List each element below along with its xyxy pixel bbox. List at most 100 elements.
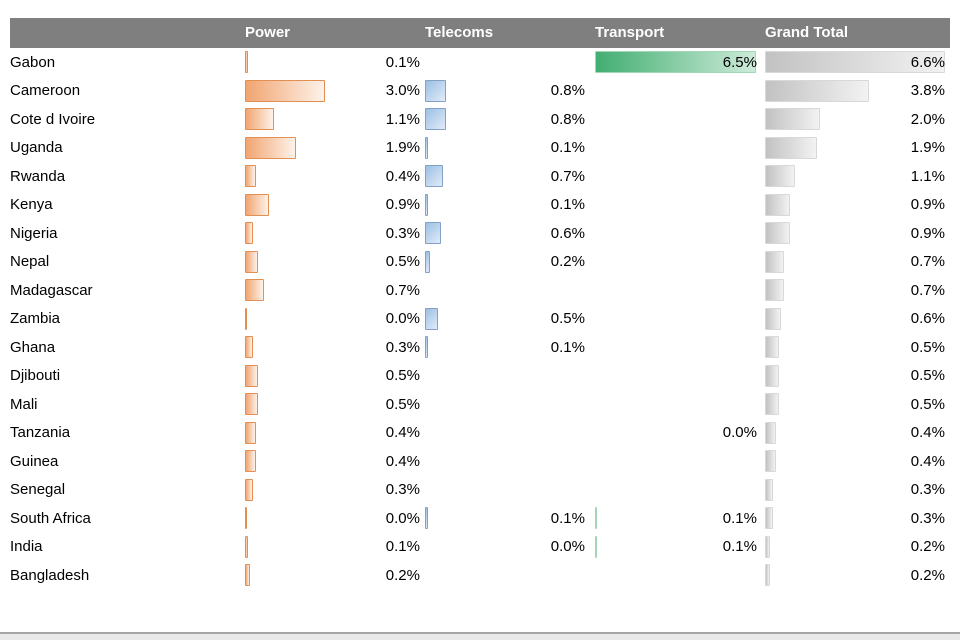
grand_total-cell: 2.0%	[765, 105, 945, 134]
telecoms-cell	[425, 476, 585, 505]
grand_total-cell: 0.9%	[765, 191, 945, 220]
country-label: Djibouti	[10, 367, 61, 385]
power-value: 0.4%	[385, 167, 420, 185]
power-cell: 0.5%	[245, 248, 420, 277]
table-row: Cote d Ivoire 1.1% 0.8% 2.0%	[10, 105, 950, 134]
country-label: Rwanda	[10, 167, 66, 185]
grand_total-bar	[765, 279, 784, 302]
grand_total-cell: 0.7%	[765, 276, 945, 305]
grand_total-cell: 0.3%	[765, 476, 945, 505]
grand_total-value: 0.7%	[910, 253, 945, 271]
power-cell: 0.3%	[245, 219, 420, 248]
country-label: Tanzania	[10, 424, 71, 442]
telecoms-cell: 0.1%	[425, 504, 585, 533]
grand_total-bar	[765, 336, 779, 359]
grand_total-bar	[765, 222, 790, 245]
telecoms-cell: 0.7%	[425, 162, 585, 191]
table-row: Nepal 0.5% 0.2% 0.7%	[10, 248, 950, 277]
transport-cell	[595, 276, 757, 305]
power-cell: 0.5%	[245, 362, 420, 391]
power-value: 0.5%	[385, 367, 420, 385]
country-label: Mali	[10, 395, 38, 413]
grand_total-bar	[765, 364, 779, 387]
grand_total-value: 0.6%	[910, 310, 945, 328]
table-body: Gabon 0.1% 6.5% 6.6% Cameroon 3.0% 0.8% 3.8% Cot…	[10, 48, 950, 590]
telecoms-cell: 0.1%	[425, 191, 585, 220]
grand_total-cell: 0.6%	[765, 305, 945, 334]
telecoms-value: 0.1%	[550, 509, 585, 527]
transport-cell	[595, 305, 757, 334]
country-label: Kenya	[10, 196, 53, 214]
table-header: Power Telecoms Transport Grand Total	[10, 18, 950, 48]
grand_total-cell: 0.5%	[765, 333, 945, 362]
power-value: 0.5%	[385, 395, 420, 413]
column-header-grand-total: Grand Total	[765, 24, 849, 41]
transport-cell	[595, 390, 757, 419]
power-cell: 0.9%	[245, 191, 420, 220]
power-value: 0.7%	[385, 281, 420, 299]
grand_total-bar	[765, 535, 770, 558]
grand_total-bar	[765, 478, 773, 501]
telecoms-cell: 0.6%	[425, 219, 585, 248]
grand_total-value: 0.5%	[910, 367, 945, 385]
grand_total-bar	[765, 421, 776, 444]
telecoms-bar	[425, 79, 446, 102]
transport-cell	[595, 105, 757, 134]
power-bar	[245, 507, 247, 530]
power-cell: 0.5%	[245, 390, 420, 419]
power-cell: 0.2%	[245, 561, 420, 590]
grand_total-cell: 0.5%	[765, 362, 945, 391]
power-value: 0.0%	[385, 509, 420, 527]
transport-cell	[595, 561, 757, 590]
power-value: 0.3%	[385, 224, 420, 242]
transport-cell	[595, 476, 757, 505]
grand_total-value: 0.7%	[910, 281, 945, 299]
power-cell: 0.0%	[245, 504, 420, 533]
telecoms-value: 0.1%	[550, 139, 585, 157]
telecoms-bar	[425, 222, 441, 245]
telecoms-cell: 0.1%	[425, 134, 585, 163]
country-label: Nepal	[10, 253, 50, 271]
table-row: Cameroon 3.0% 0.8% 3.8%	[10, 77, 950, 106]
transport-cell	[595, 162, 757, 191]
transport-value: 6.5%	[722, 53, 757, 71]
grand_total-bar	[765, 507, 773, 530]
power-value: 0.3%	[385, 338, 420, 356]
telecoms-bar	[425, 336, 428, 359]
grand_total-value: 0.4%	[910, 452, 945, 470]
telecoms-cell	[425, 276, 585, 305]
grand_total-cell: 0.9%	[765, 219, 945, 248]
power-value: 0.2%	[385, 566, 420, 584]
power-bar	[245, 364, 258, 387]
power-bar	[245, 336, 253, 359]
power-cell: 1.9%	[245, 134, 420, 163]
grand_total-bar	[765, 250, 784, 273]
power-value: 0.0%	[385, 310, 420, 328]
transport-cell	[595, 134, 757, 163]
telecoms-bar	[425, 165, 443, 188]
table-row: Guinea 0.4% 0.4%	[10, 447, 950, 476]
power-bar	[245, 108, 274, 131]
column-header-transport: Transport	[595, 24, 665, 41]
grand_total-bar	[765, 136, 817, 159]
country-label: India	[10, 538, 43, 556]
table-row: Djibouti 0.5% 0.5%	[10, 362, 950, 391]
power-bar	[245, 250, 258, 273]
power-cell: 1.1%	[245, 105, 420, 134]
grand_total-value: 0.2%	[910, 566, 945, 584]
country-label: Cameroon	[10, 82, 81, 100]
grand_total-value: 0.3%	[910, 481, 945, 499]
table-row: Zambia 0.0% 0.5% 0.6%	[10, 305, 950, 334]
grand_total-bar	[765, 564, 770, 587]
transport-cell	[595, 191, 757, 220]
telecoms-cell: 0.2%	[425, 248, 585, 277]
power-cell: 0.1%	[245, 533, 420, 562]
telecoms-value: 0.7%	[550, 167, 585, 185]
telecoms-value: 0.8%	[550, 110, 585, 128]
power-bar	[245, 51, 248, 74]
telecoms-cell: 0.1%	[425, 333, 585, 362]
country-label: Ghana	[10, 338, 56, 356]
country-label: South Africa	[10, 509, 91, 527]
country-label: Guinea	[10, 452, 59, 470]
grand_total-value: 0.3%	[910, 509, 945, 527]
